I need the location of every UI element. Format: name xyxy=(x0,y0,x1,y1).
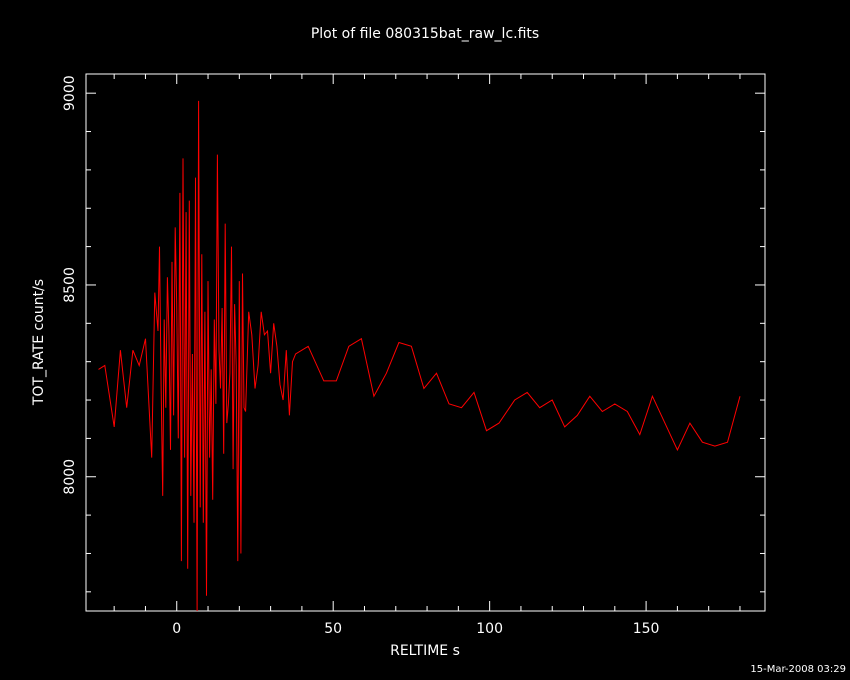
series-line-tot-rate xyxy=(98,100,741,612)
y-tick-label: 8500 xyxy=(62,267,78,303)
y-axis-label: TOT_RATE count/s xyxy=(31,279,47,406)
x-tick-label: 50 xyxy=(324,621,342,637)
footer-timestamp: 15-Mar-2008 03:29 xyxy=(750,664,846,675)
x-axis-label: RELTIME s xyxy=(390,643,460,659)
x-tick-label: 0 xyxy=(172,621,181,637)
y-tick-label: 9000 xyxy=(62,75,78,111)
y-tick-label: 8000 xyxy=(62,459,78,495)
x-tick-label: 150 xyxy=(633,621,660,637)
chart-title: Plot of file 080315bat_raw_lc.fits xyxy=(311,26,539,42)
x-tick-label: 100 xyxy=(476,621,503,637)
axis-ticks xyxy=(86,74,765,611)
plot-frame xyxy=(85,73,766,612)
x-tick-labels: 0 50 100 150 xyxy=(172,621,659,637)
y-tick-labels: 8000 8500 9000 xyxy=(62,75,78,494)
